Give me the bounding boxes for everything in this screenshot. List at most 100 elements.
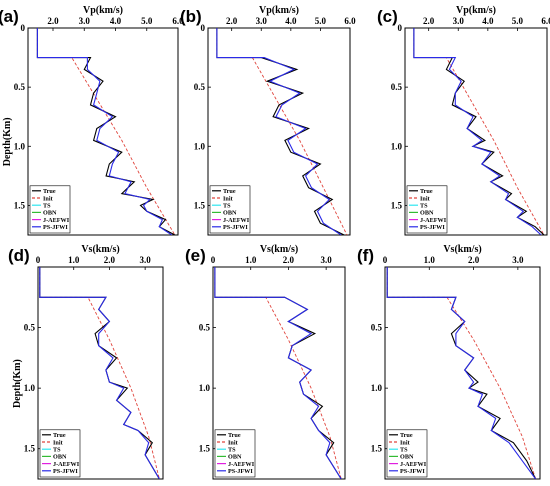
panel-e: 0 1.0 2.0 3.0 0.5 1.0 1.5 Vs(km/s) (e) TrueInitTS… (185, 244, 346, 480)
legend-label: TS (43, 203, 51, 210)
x-tick-label: 2.0 (468, 255, 480, 265)
plot-area (39, 267, 160, 479)
panel-label: (c) (377, 7, 398, 26)
x-axis-title: Vs(km/s) (260, 244, 298, 255)
x-axis-title: Vs(km/s) (443, 244, 481, 255)
panel-label: (a) (0, 7, 19, 26)
legend-box (406, 185, 448, 234)
plot-area (413, 28, 545, 235)
y-tick-label: 0.5 (24, 323, 36, 333)
x-tick-label: 5.0 (141, 16, 153, 26)
y-tick-label: 0 (201, 23, 206, 33)
legend-label: J-AEFWI (53, 461, 80, 468)
legend-label: PS-JFWI (43, 224, 68, 231)
y-tick-label: 1.0 (14, 141, 26, 151)
panel-b: 2.0 3.0 4.0 5.0 6.0 0 0.5 1.0 1.5 Vp(km/s) (b) True… (180, 5, 356, 236)
legend-label: Init (43, 195, 54, 202)
x-tick-label: 1.0 (424, 255, 436, 265)
legend-label: PS-JFWI (53, 468, 78, 475)
x-axis-title: Vp(km/s) (83, 5, 123, 16)
legend-label: Init (400, 439, 411, 446)
panel-c: 2.0 3.0 4.0 5.0 6.0 0 0.5 1.0 1.5 Vp(km/s) (c) True… (377, 5, 550, 236)
legend-box (386, 429, 428, 478)
legend-label: Init (420, 195, 431, 202)
y-tick-label: 0 (398, 23, 403, 33)
x-tick-label: 3.0 (256, 16, 268, 26)
x-tick-label: 3.0 (140, 255, 152, 265)
panel-label: (b) (180, 7, 202, 26)
y-tick-label: 0 (21, 23, 26, 33)
legend-label: PS-JFWI (420, 224, 445, 231)
series-line-ps-jfwi (216, 28, 342, 235)
y-tick-label: 0.5 (371, 323, 383, 333)
y-tick-label: 1.0 (391, 141, 403, 151)
legend-label: True (400, 432, 413, 439)
legend-label: TS (228, 447, 236, 454)
series-line-init (216, 28, 348, 235)
x-tick-label: 3.0 (512, 255, 524, 265)
panel-d: 0 1.0 2.0 3.0 0.5 1.0 1.5 Vs(km/s) Depth(Km) (d) T… (8, 244, 164, 480)
legend-box (214, 429, 256, 478)
y-tick-label: 1.5 (391, 200, 403, 210)
legend-label: TS (53, 447, 61, 454)
x-tick-label: 6.0 (541, 16, 550, 26)
y-axis-title: Depth(Km) (12, 359, 23, 408)
legend-label: TS (223, 203, 231, 210)
panel-a: 2.0 3.0 4.0 5.0 6.0 0 0.5 1.0 1.5 Vp(km/s) Depth(K… (0, 5, 184, 236)
legend-label: OBN (53, 454, 67, 461)
y-tick-label: 1.5 (371, 444, 383, 454)
legend-label: True (420, 188, 433, 195)
legend-label: Init (223, 195, 234, 202)
legend-label: PS-JFWI (228, 468, 253, 475)
plot-area (386, 267, 537, 479)
y-tick-label: 1.0 (194, 141, 206, 151)
x-tick-label: 3.0 (453, 16, 465, 26)
legend-label: TS (420, 203, 428, 210)
x-tick-label: 4.0 (482, 16, 494, 26)
legend-label: PS-JFWI (400, 468, 425, 475)
plot-area (36, 28, 176, 235)
y-tick-label: 1.5 (14, 200, 26, 210)
y-tick-label: 0.5 (194, 82, 206, 92)
series-line-ps-jfwi (413, 28, 542, 235)
legend-label: PS-JFWI (223, 224, 248, 231)
legend-label: True (53, 432, 66, 439)
plot-area (214, 267, 342, 479)
x-tick-label: 1.0 (68, 255, 80, 265)
legend-label: OBN (228, 454, 242, 461)
y-tick-label: 0.5 (14, 82, 26, 92)
x-tick-label: 6.0 (344, 16, 356, 26)
y-tick-label: 0.5 (199, 323, 211, 333)
legend-label: J-AEFWI (400, 461, 427, 468)
legend-label: TS (400, 447, 408, 454)
series-line-ps-jfwi (39, 267, 160, 479)
legend-label: J-AEFWI (420, 217, 447, 224)
legend-label: Init (228, 439, 239, 446)
x-axis-title: Vp(km/s) (259, 5, 299, 16)
panel-label: (f) (357, 246, 374, 265)
x-tick-label: 5.0 (315, 16, 327, 26)
x-tick-label: 3.0 (79, 16, 91, 26)
y-axis-title: Depth(Km) (2, 117, 13, 166)
legend-box (209, 185, 251, 234)
series-line-init (413, 28, 545, 235)
panel-f: 0 1.0 2.0 3.0 0.5 1.0 1.5 Vs(km/s) (f) TrueInitTS… (357, 244, 541, 480)
y-tick-label: 1.5 (199, 444, 211, 454)
x-tick-label: 5.0 (512, 16, 524, 26)
legend-label: OBN (43, 210, 57, 217)
series-line-init (36, 28, 176, 235)
legend-label: OBN (223, 210, 237, 217)
legend-label: J-AEFWI (223, 217, 250, 224)
series-line-ps-jfwi (386, 267, 537, 479)
x-axis-title: Vp(km/s) (456, 5, 496, 16)
panel-label: (e) (185, 246, 206, 265)
series-line-ps-jfwi (214, 267, 342, 479)
y-tick-label: 1.0 (371, 383, 383, 393)
x-tick-label: 2.0 (47, 16, 59, 26)
x-tick-label: 4.0 (110, 16, 122, 26)
